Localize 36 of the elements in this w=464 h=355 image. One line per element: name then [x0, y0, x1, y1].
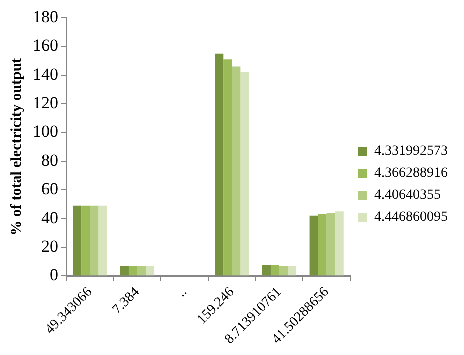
bar	[232, 66, 241, 276]
bar	[120, 266, 129, 276]
legend-label: 4.446860095	[374, 210, 448, 226]
y-tick-label: 160	[33, 36, 58, 56]
bar	[262, 265, 271, 276]
y-tick-label: 80	[42, 150, 58, 170]
bar	[146, 266, 155, 276]
x-tick-label: ..	[174, 284, 190, 300]
bar	[138, 266, 146, 276]
legend-label: 4.40640355	[374, 188, 441, 204]
y-tick-label: 120	[33, 94, 58, 113]
y-tick-label: 0	[50, 266, 58, 285]
y-tick-label: 100	[33, 122, 58, 142]
bar	[82, 206, 90, 276]
bar	[288, 266, 297, 276]
bar	[98, 206, 108, 276]
y-axis-title: % of total electricity output	[8, 58, 25, 236]
y-tick-label: 60	[42, 180, 58, 199]
bar	[270, 265, 280, 276]
legend-label: 4.331992573	[374, 144, 448, 160]
bar	[310, 216, 318, 276]
bar	[326, 213, 336, 276]
bar	[73, 206, 82, 276]
bar	[240, 72, 250, 276]
bar	[335, 212, 344, 276]
y-tick-label: 20	[42, 236, 58, 256]
bar	[224, 60, 232, 276]
bar	[128, 266, 138, 276]
bar	[318, 214, 327, 276]
bar	[90, 206, 99, 276]
y-tick-label: 140	[33, 64, 58, 84]
y-tick-label: 40	[42, 208, 58, 228]
legend-label: 4.366288916	[374, 166, 448, 182]
bar	[280, 266, 288, 276]
y-tick-label: 180	[33, 7, 58, 26]
bar	[215, 54, 224, 276]
